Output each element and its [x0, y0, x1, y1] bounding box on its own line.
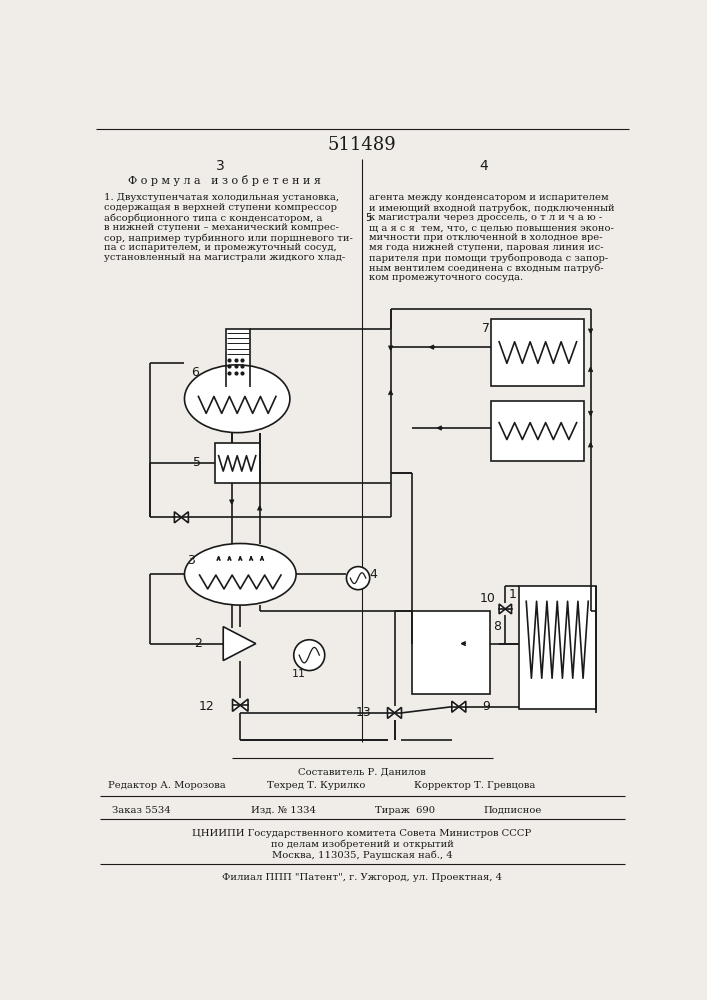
- Bar: [215, 443, 259, 483]
- Text: ком промежуточного сосуда.: ком промежуточного сосуда.: [369, 273, 523, 282]
- Text: 511489: 511489: [327, 136, 397, 154]
- Ellipse shape: [185, 544, 296, 605]
- Text: Ф о р м у л а   и з о б р е т е н и я: Ф о р м у л а и з о б р е т е н и я: [127, 175, 320, 186]
- Polygon shape: [459, 701, 466, 712]
- Text: 6: 6: [192, 366, 199, 379]
- Bar: [491, 401, 585, 461]
- Text: содержащая в верхней ступени компрессор: содержащая в верхней ступени компрессор: [104, 203, 337, 212]
- Circle shape: [346, 567, 370, 590]
- Ellipse shape: [185, 365, 290, 433]
- Polygon shape: [233, 699, 240, 711]
- Text: 9: 9: [482, 700, 490, 713]
- Text: Филиал ППП "Патент", г. Ужгород, ул. Проектная, 4: Филиал ППП "Патент", г. Ужгород, ул. Про…: [222, 873, 502, 882]
- Text: Подписное: Подписное: [484, 806, 542, 815]
- Polygon shape: [175, 512, 182, 523]
- Bar: [518, 586, 596, 709]
- Text: 10: 10: [479, 592, 495, 605]
- Text: 7: 7: [482, 322, 490, 335]
- Text: и имеющий входной патрубок, подключенный: и имеющий входной патрубок, подключенный: [369, 203, 614, 213]
- Text: 5: 5: [365, 213, 371, 223]
- Text: мичности при отключенной в холодное вре-: мичности при отключенной в холодное вре-: [369, 233, 602, 242]
- Text: парителя при помощи трубопровода с запор-: парителя при помощи трубопровода с запор…: [369, 253, 608, 263]
- Polygon shape: [387, 707, 395, 718]
- Text: установленный на магистрали жидкого хлад-: установленный на магистрали жидкого хлад…: [104, 253, 345, 262]
- Text: Техред Т. Курилко: Техред Т. Курилко: [267, 781, 365, 790]
- Text: в нижней ступени – механический компрес-: в нижней ступени – механический компрес-: [104, 223, 339, 232]
- Circle shape: [293, 640, 325, 671]
- Polygon shape: [506, 604, 512, 614]
- Text: Корректор Т. Гревцова: Корректор Т. Гревцова: [414, 781, 535, 790]
- Polygon shape: [223, 627, 256, 661]
- Text: к магистрали через дроссель, о т л и ч а ю -: к магистрали через дроссель, о т л и ч а…: [369, 213, 602, 222]
- Text: 1: 1: [509, 588, 517, 601]
- Text: ным вентилем соединена с входным патруб-: ным вентилем соединена с входным патруб-: [369, 263, 604, 273]
- Polygon shape: [182, 512, 188, 523]
- Text: 2: 2: [194, 637, 202, 650]
- Text: 13: 13: [356, 706, 371, 719]
- Bar: [412, 611, 490, 694]
- Text: 5: 5: [193, 456, 201, 469]
- Text: Тираж  690: Тираж 690: [375, 806, 436, 815]
- Text: 8: 8: [493, 620, 501, 633]
- Text: 12: 12: [198, 700, 214, 713]
- Polygon shape: [499, 604, 506, 614]
- Text: 4: 4: [369, 568, 377, 581]
- Text: мя года нижней ступени, паровая линия ис-: мя года нижней ступени, паровая линия ис…: [369, 243, 604, 252]
- Text: Заказ 5534: Заказ 5534: [112, 806, 170, 815]
- Text: Москва, 113035, Раушская наб., 4: Москва, 113035, Раушская наб., 4: [271, 851, 452, 860]
- Text: Редактор А. Морозова: Редактор А. Морозова: [107, 781, 226, 790]
- Text: 3: 3: [216, 159, 225, 173]
- Polygon shape: [240, 699, 248, 711]
- Text: 3: 3: [187, 554, 194, 567]
- Polygon shape: [395, 707, 402, 718]
- Text: 4: 4: [479, 159, 488, 173]
- Text: ЦНИИПИ Государственного комитета Совета Министров СССР: ЦНИИПИ Государственного комитета Совета …: [192, 829, 532, 838]
- Text: 11: 11: [292, 669, 306, 679]
- Text: сор, например турбинного или поршневого ти-: сор, например турбинного или поршневого …: [104, 233, 353, 243]
- Bar: [491, 319, 585, 386]
- Text: па с испарителем, и промежуточный сосуд,: па с испарителем, и промежуточный сосуд,: [104, 243, 337, 252]
- Text: агента между конденсатором и испарителем: агента между конденсатором и испарителем: [369, 193, 609, 202]
- Text: по делам изобретений и открытий: по делам изобретений и открытий: [271, 840, 453, 849]
- Text: Изд. № 1334: Изд. № 1334: [251, 806, 316, 815]
- Text: абсорбционного типа с конденсатором, а: абсорбционного типа с конденсатором, а: [104, 213, 322, 223]
- Text: щ а я с я  тем, что, с целью повышения эконо-: щ а я с я тем, что, с целью повышения эк…: [369, 223, 614, 232]
- Polygon shape: [452, 701, 459, 712]
- Text: 1. Двухступенчатая холодильная установка,: 1. Двухступенчатая холодильная установка…: [104, 193, 339, 202]
- Text: Составитель Р. Данилов: Составитель Р. Данилов: [298, 768, 426, 777]
- Bar: [226, 329, 250, 387]
